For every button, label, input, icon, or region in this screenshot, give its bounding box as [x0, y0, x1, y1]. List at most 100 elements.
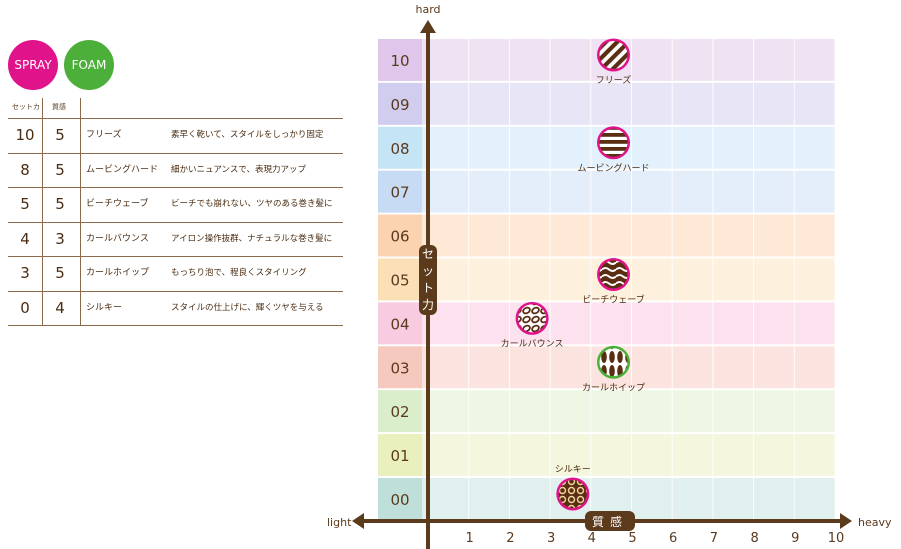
band-label-cell	[378, 478, 422, 520]
product-name: フリーズ	[86, 130, 122, 140]
set-value: 3	[20, 264, 30, 282]
product-description: アイロン操作抜群、ナチュラルな巻き髪に	[171, 233, 333, 244]
band-label-cell	[378, 39, 422, 81]
band-label-cell	[378, 82, 422, 125]
x-axis-title: 質感	[592, 514, 628, 529]
spray-badge: SPRAY	[8, 40, 58, 90]
set-value: 10	[15, 126, 35, 144]
band-row	[378, 214, 835, 257]
y-tick-label: 01	[390, 447, 409, 465]
texture-value: 5	[55, 195, 65, 213]
x-axis-right-end-label: heavy	[858, 516, 892, 529]
y-tick-label: 08	[390, 140, 409, 158]
product-name: シルキー	[86, 302, 123, 313]
y-tick-label: 06	[390, 228, 409, 246]
data-point: カールバウンス	[501, 301, 564, 349]
x-tick-label: 9	[791, 531, 799, 546]
band-label-cell	[378, 346, 422, 389]
y-tick-label: 09	[390, 96, 409, 114]
point-pattern	[599, 348, 628, 377]
table-row: 10 5 フリーズ 素早く乾いて、スタイルをしっかり固定	[8, 118, 343, 151]
set-value: 0	[20, 298, 30, 317]
x-tick-label: 4	[588, 531, 596, 546]
data-point: ムービングハード	[577, 126, 650, 174]
band-label-cell	[378, 390, 422, 433]
band-label-cell	[378, 170, 422, 213]
product-name: ビーチウェーブ	[86, 199, 149, 209]
x-axis-right-arrow	[840, 513, 852, 529]
y-tick-label: 02	[390, 403, 409, 421]
band-label-cell	[378, 214, 422, 257]
point-label: ムービングハード	[577, 162, 649, 174]
point-pattern	[558, 479, 587, 508]
grid	[468, 39, 836, 522]
y-tick-label: 10	[390, 52, 409, 70]
data-point: ビーチウェーブ	[582, 257, 645, 305]
table-row: 8 5 ムービングハード 細かいニュアンスで、表現力アップ	[8, 152, 343, 186]
data-point: カールホイップ	[582, 345, 645, 393]
y-axis-arrow	[420, 20, 436, 33]
point-pattern	[518, 304, 547, 333]
point-pattern	[599, 128, 628, 157]
point-label: カールバウンス	[501, 338, 564, 349]
product-description: 素早く乾いて、スタイルをしっかり固定	[171, 130, 324, 140]
y-tick-label: 05	[390, 271, 409, 289]
x-tick-label: 3	[547, 531, 555, 546]
point-label: シルキー	[555, 465, 591, 475]
band-label-cell	[378, 258, 422, 301]
band-row	[378, 170, 835, 213]
product-name: カールホイップ	[86, 268, 150, 278]
texture-value: 3	[55, 229, 65, 248]
band-label-cell	[378, 302, 422, 345]
x-axis-left-arrow	[352, 513, 364, 529]
data-point: フリーズ	[596, 38, 632, 86]
column-divider-2	[80, 98, 81, 326]
product-description: ビーチでも崩れない、ツヤのある巻き髪に	[171, 199, 333, 209]
foam-badge: FOAM	[64, 40, 114, 90]
x-tick-label: 5	[628, 531, 636, 546]
product-name: カールバウンス	[86, 233, 149, 244]
data-point: シルキー	[555, 465, 591, 511]
table-bottom-border	[8, 325, 343, 326]
point-pattern	[599, 260, 628, 289]
header-texture: 質感	[52, 103, 66, 111]
y-axis-title-tab	[419, 245, 437, 315]
set-value: 4	[20, 229, 30, 248]
x-tick-label: 8	[750, 531, 758, 546]
band-row	[378, 82, 835, 125]
x-tick-label: 7	[710, 531, 718, 546]
header-set-power: セットカ	[12, 103, 40, 111]
y-tick-label: 04	[390, 315, 409, 333]
band-row	[378, 390, 835, 433]
column-divider-1	[42, 98, 43, 326]
point-pattern	[599, 40, 628, 69]
band-label-cell	[378, 126, 422, 169]
texture-value: 5	[55, 264, 65, 282]
point-label: ビーチウェーブ	[582, 293, 644, 305]
product-description: 細かいニュアンスで、表現力アップ	[171, 164, 306, 175]
texture-value: 4	[55, 298, 65, 317]
point-label: フリーズ	[596, 74, 632, 86]
texture-value: 5	[55, 160, 65, 179]
y-tick-label: 00	[390, 491, 409, 509]
y-tick-label: 03	[390, 359, 409, 377]
texture-value: 5	[55, 126, 65, 144]
x-tick-label: 2	[506, 531, 514, 546]
table-row: 3 5 カールホイップ もっちり泡で、程良くスタイリング	[8, 256, 343, 289]
point-label: カールホイップ	[582, 382, 645, 393]
product-description: スタイルの仕上げに、輝くツヤを与える	[171, 302, 324, 313]
product-name: ムービングハード	[86, 164, 159, 175]
y-axis-title: セット力	[422, 247, 434, 312]
table-row: 0 4 シルキー スタイルの仕上げに、輝くツヤを与える	[8, 290, 343, 324]
band-row	[378, 434, 835, 476]
set-value: 5	[20, 195, 30, 213]
y-axis-end-label: hard	[415, 3, 440, 16]
x-tick-label: 6	[669, 531, 677, 546]
table-row: 5 5 ビーチウェーブ ビーチでも崩れない、ツヤのある巻き髪に	[8, 187, 343, 220]
product-description: もっちり泡で、程良くスタイリング	[171, 268, 307, 278]
x-axis-title-tab	[585, 511, 635, 531]
x-axis-left-end-label: light	[327, 516, 352, 529]
band-row	[378, 302, 835, 345]
x-tick-label: 1	[466, 531, 474, 546]
